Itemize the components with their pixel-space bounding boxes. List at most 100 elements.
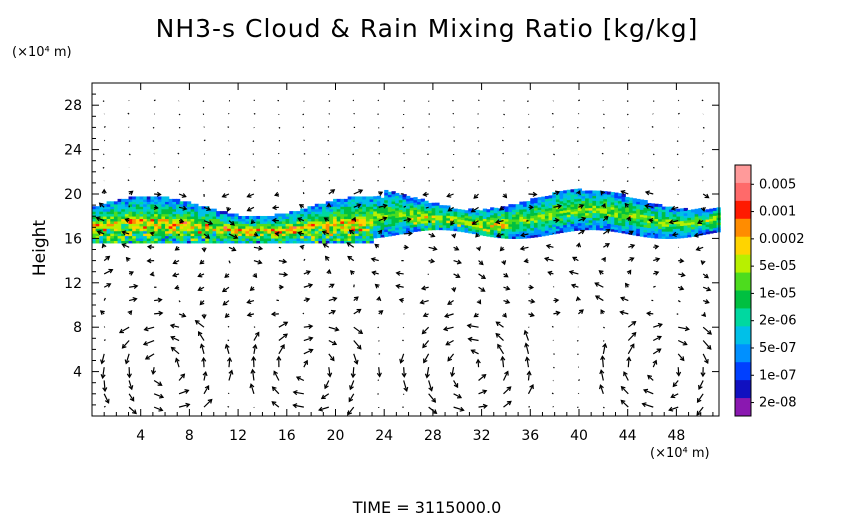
cloud-cell [632,227,637,231]
cloud-cell [113,237,119,241]
cloud-cell [344,233,349,237]
wind-vector [677,339,687,346]
cloud-cell [340,228,345,232]
cloud-cell [391,191,396,195]
cloud-cell [139,215,144,220]
cloud-cell [165,196,170,200]
wind-vector [203,385,210,395]
wind-vector-head [656,348,662,353]
cloud-cell [603,191,608,195]
cloud-cell [424,222,429,226]
wind-vector [627,357,630,368]
cloud-cell [307,220,312,224]
cloud-cell [362,215,367,220]
cloud-cell [241,220,247,224]
cloud-cell [533,214,539,218]
cloud-cell [537,204,542,208]
cloud-cell [296,215,301,220]
cloud-cell [369,223,374,227]
wind-vector [396,272,404,275]
cloud-cell [329,208,334,212]
colorbar-segment [735,290,751,309]
wind-vector-head [628,230,634,236]
cloud-cell [135,223,141,227]
cloud-cell [102,235,108,239]
cloud-cell [541,230,546,234]
cloud-cell [548,222,553,226]
cloud-cell [347,225,352,229]
wind-vector-head [704,193,710,199]
wind-vector-head [520,232,526,238]
cloud-cell [329,213,334,217]
cloud-cell [285,233,290,237]
cloud-cell [438,222,444,226]
cloud-cell [354,225,360,229]
cloud-cell [227,237,232,241]
cloud-cell [292,228,298,232]
wind-vector [222,286,230,292]
cloud-cell [146,230,152,234]
cloud-cell [417,201,422,205]
cloud-cell [409,229,415,233]
cloud-cell [621,206,626,210]
cloud-cell [365,211,371,215]
cloud-cell [533,231,539,235]
cloud-cell [384,224,389,228]
cloud-cell [661,228,667,232]
cloud-cell [146,213,152,217]
cloud-cell [106,237,111,241]
wind-vector-head [201,247,207,253]
wind-vector-head [279,284,285,290]
wind-vector-head [631,331,637,337]
wind-vector [352,99,355,102]
cloud-cell [270,220,276,224]
cloud-cell [603,196,608,200]
wind-vector [128,140,131,142]
cloud-cell [216,218,221,222]
cloud-cell [157,206,162,210]
cloud-cell [555,220,561,224]
cloud-cell [289,230,294,234]
wind-vector [427,273,430,276]
cloud-cell [274,213,279,217]
cloud-cell [165,213,170,217]
cloud-cell [581,207,586,211]
cloud-cell [690,211,696,215]
cloud-cell [183,228,188,232]
cloud-cell [552,214,557,218]
cloud-cell [512,204,517,208]
cloud-cell [541,228,546,232]
cloud-cell [179,237,184,241]
cloud-cell [493,215,499,219]
cloud-cell [186,235,192,239]
cloud-cell [647,220,652,224]
wind-vector-head [478,260,484,266]
cloud-cell [362,228,367,232]
wind-vector-head [251,355,257,361]
cloud-cell [227,230,232,234]
cloud-cell [566,219,572,223]
cloud-cell [665,223,670,227]
cloud-cell [146,206,152,210]
wind-vector-head [620,190,626,195]
cloud-cell [336,235,341,239]
cloud-cell [658,213,663,217]
cloud-cell [110,233,115,237]
cloud-cell [92,213,97,217]
cloud-cell [351,206,356,210]
cloud-cell [508,206,513,210]
cloud-cell [515,231,520,235]
cloud-cell [541,218,546,222]
cloud-cell [428,205,433,209]
wind-vector [277,166,280,168]
cloud-cell [99,237,104,241]
cloud-cell [150,196,155,200]
cloud-cell [365,201,371,205]
cloud-cell [121,223,126,227]
cloud-cell [117,225,122,229]
wind-vector-head [704,358,709,365]
cloud-cell [687,226,692,231]
wind-vector-head [499,205,505,211]
cloud-cell [230,230,236,234]
cloud-cell [537,219,542,223]
